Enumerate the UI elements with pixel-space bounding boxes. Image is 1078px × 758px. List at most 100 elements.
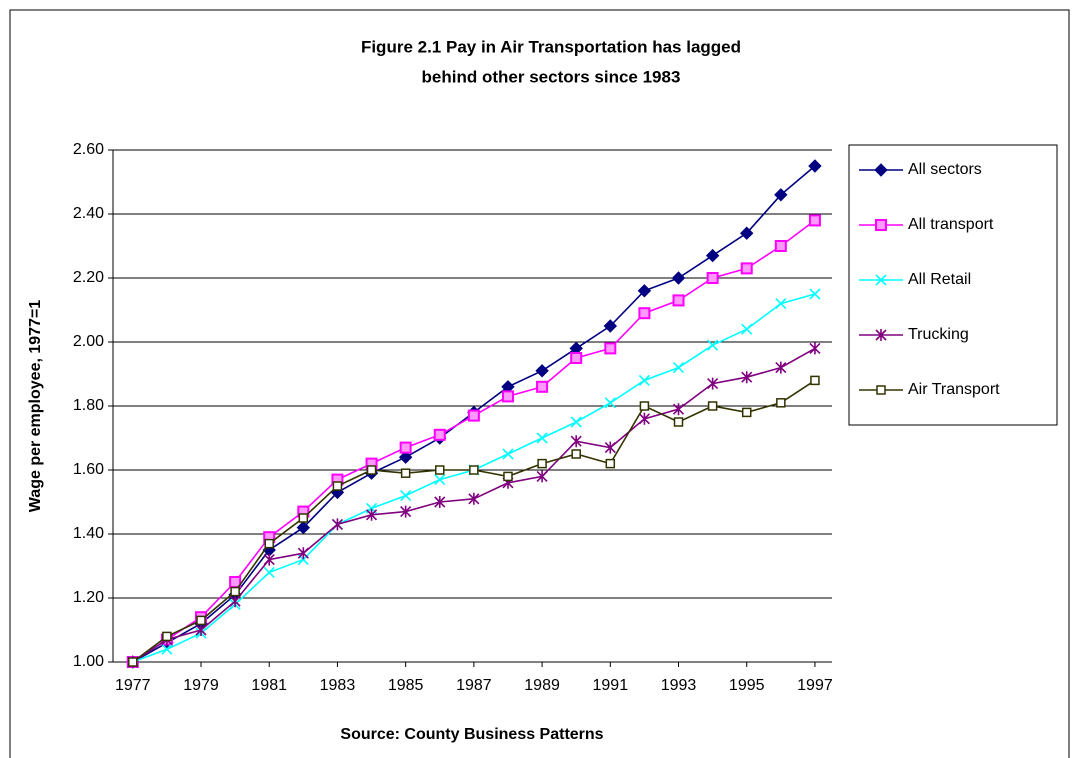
marker [741, 323, 753, 335]
marker [740, 262, 753, 275]
legend-label: All sectors [908, 161, 982, 178]
marker [808, 214, 821, 227]
marker [707, 377, 719, 390]
marker [740, 226, 754, 240]
marker [673, 417, 684, 427]
marker [230, 586, 240, 597]
marker [297, 547, 309, 560]
marker [161, 643, 173, 655]
marker [671, 271, 686, 285]
x-tick-label: 1977 [115, 677, 151, 694]
marker [638, 307, 651, 320]
y-tick-label: 1.80 [73, 397, 104, 414]
legend-marker [875, 329, 887, 341]
y-tick-label: 1.40 [73, 525, 104, 542]
marker [263, 566, 275, 578]
marker [571, 449, 581, 459]
marker [604, 441, 616, 454]
frame [9, 9, 1070, 758]
marker [741, 407, 752, 418]
marker [570, 435, 582, 448]
marker [501, 390, 514, 403]
marker [638, 412, 650, 425]
marker [503, 471, 513, 482]
marker [604, 342, 617, 355]
marker [775, 298, 787, 310]
legend-label: All Retail [908, 271, 971, 288]
marker [398, 450, 413, 464]
y-axis-label: Wage per employee, 1977=1 [27, 300, 44, 513]
marker [776, 398, 786, 408]
marker [570, 416, 582, 428]
marker [331, 518, 343, 531]
x-tick-label: 1979 [183, 677, 219, 694]
marker [535, 364, 549, 378]
marker [435, 465, 445, 475]
marker [366, 465, 377, 475]
marker [672, 294, 685, 307]
marker [229, 595, 241, 608]
marker [296, 520, 311, 535]
x-tick-label: 1985 [388, 677, 424, 694]
marker [707, 401, 718, 411]
marker [365, 508, 378, 521]
marker [332, 481, 343, 491]
legend-label: All transport [908, 216, 994, 233]
marker [537, 458, 547, 469]
marker [128, 657, 138, 667]
marker [604, 397, 616, 409]
x-tick-label: 1993 [661, 677, 697, 694]
marker [706, 272, 719, 284]
x-tick-label: 1983 [320, 677, 356, 694]
marker [467, 409, 480, 422]
series-line [132, 347, 816, 663]
series-line [132, 379, 816, 663]
marker [162, 631, 172, 642]
marker [400, 468, 411, 478]
legend-label: Air Transport [908, 381, 1000, 398]
legend-marker [876, 385, 886, 395]
marker [570, 352, 583, 364]
marker [502, 448, 514, 460]
marker [603, 319, 618, 333]
marker [536, 470, 548, 483]
chart-title: behind other sectors since 1983 [422, 67, 681, 86]
marker [468, 492, 480, 505]
y-tick-label: 2.00 [73, 333, 104, 350]
marker [774, 240, 787, 252]
x-tick-label: 1987 [456, 677, 492, 694]
legend-box [848, 144, 1058, 426]
x-axis-label: Source: County Business Patterns [340, 726, 603, 743]
marker [810, 375, 820, 386]
marker [434, 496, 446, 508]
marker [400, 505, 412, 518]
legend-marker [875, 219, 887, 231]
marker [639, 401, 650, 411]
marker [196, 615, 206, 626]
marker [399, 441, 412, 454]
x-tick-label: 1981 [251, 677, 287, 694]
marker [605, 458, 616, 469]
legend-label: Trucking [908, 326, 969, 343]
marker [672, 362, 685, 374]
marker [707, 339, 719, 351]
y-tick-label: 2.20 [73, 269, 104, 286]
legend-marker [874, 163, 888, 177]
marker [638, 374, 650, 386]
marker [775, 361, 787, 374]
marker [298, 513, 309, 523]
y-tick-label: 2.60 [73, 141, 104, 158]
x-tick-label: 1989 [524, 677, 560, 694]
marker [264, 538, 274, 549]
marker [741, 371, 753, 384]
y-tick-label: 2.40 [73, 205, 104, 222]
marker [808, 159, 822, 173]
x-tick-label: 1997 [797, 677, 833, 694]
marker [705, 248, 720, 263]
y-tick-label: 1.00 [73, 653, 104, 670]
x-tick-label: 1995 [729, 677, 765, 694]
y-tick-label: 1.60 [73, 461, 104, 478]
marker [637, 284, 652, 298]
marker [263, 553, 275, 566]
